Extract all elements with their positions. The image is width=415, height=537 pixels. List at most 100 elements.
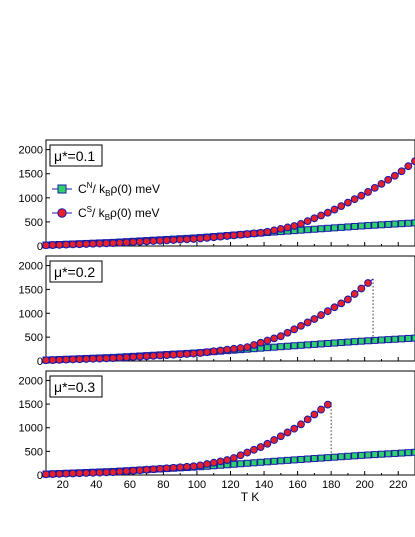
data-point [129,466,138,475]
data-point [303,318,312,327]
data-point [290,342,298,350]
data-point [169,236,178,244]
data-point [256,228,265,237]
data-point [82,240,91,248]
data-point [304,226,312,234]
data-point [337,299,346,308]
data-point [82,469,91,477]
data-point [189,462,198,471]
data-point [357,451,365,459]
data-point [75,469,84,478]
data-point [82,355,91,363]
data-point [276,332,285,341]
data-point [223,456,232,464]
data-point [404,334,412,342]
data-point [364,222,372,230]
data-point [243,230,252,238]
data-point [216,232,225,241]
data-point [203,460,211,468]
data-point [371,451,379,459]
data-point [243,459,251,467]
data-point [250,459,258,467]
data-point [324,224,332,232]
y-tick-label: 0 [37,356,43,368]
data-point [42,470,50,479]
data-point [317,405,325,414]
legend-label: CN/ kBρ(0) meV [78,181,160,198]
legend-entry-cs: CS/ kBρ(0) meV [52,205,160,222]
data-point [337,453,345,461]
data-point [142,465,151,474]
data-point [196,349,205,357]
data-point [398,220,406,228]
data-point [162,464,171,473]
panel-label-box [49,260,103,283]
data-point [398,449,406,457]
data-point [229,231,238,240]
data-point [330,224,338,232]
data-point [209,233,218,242]
panel-label-text: μ*=0.2 [54,264,95,280]
data-point [411,219,415,227]
data-point [377,221,385,229]
data-point [95,354,104,363]
data-point [229,454,238,462]
data-point [384,336,392,344]
data-point [68,240,77,249]
data-point [357,284,366,293]
data-point [109,354,117,363]
data-point [323,400,332,409]
data-point [223,345,232,354]
data-point [371,336,379,344]
data-point [102,468,111,477]
data-point [411,448,415,456]
data-point [109,239,117,248]
data-point [156,351,164,360]
data-point [284,342,292,350]
data-point [364,279,372,287]
data-point [276,224,285,233]
data-point [203,233,211,242]
data-point [270,334,279,343]
data-point [277,457,285,465]
data-point [357,191,366,200]
data-point [404,449,412,457]
data-point [297,341,305,349]
data-point [176,350,185,359]
data-point [290,325,299,334]
data-point [384,450,392,458]
legend-entry-cn: CN/ kBρ(0) meV [52,181,160,198]
legend-marker-square [57,184,67,194]
data-point [411,157,415,166]
data-point [337,223,345,231]
data-point [297,226,305,234]
data-point [176,463,185,472]
data-point [243,448,252,457]
data-point [250,341,258,349]
y-tick-label: 1000 [19,193,43,205]
legend-marker-circle [57,208,67,218]
data-point [351,338,359,346]
data-point [263,336,272,345]
data-point [351,222,359,230]
x-tick-label: 100 [188,479,206,491]
data-point [391,335,399,343]
data-point [357,337,365,345]
data-point [162,236,171,245]
series-line [45,278,374,361]
data-point [276,432,285,441]
data-point [404,162,413,171]
data-point [169,463,178,472]
data-point [122,238,131,247]
data-point [149,351,158,360]
data-point [324,454,332,462]
data-point [236,344,245,352]
y-tick-label: 2000 [19,261,43,273]
data-point [223,232,232,240]
data-point [371,221,379,229]
data-point [102,354,111,363]
data-point [283,428,292,437]
data-point [303,415,312,424]
data-point [182,235,191,244]
